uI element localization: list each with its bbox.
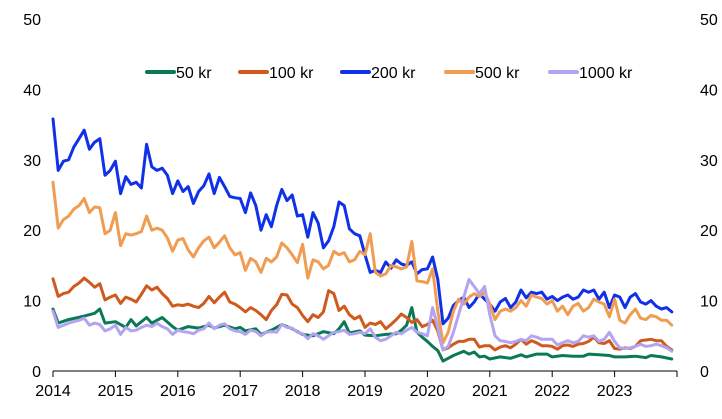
series-line-500-kr (51, 180, 674, 345)
legend-label-500-kr: 500 kr (475, 65, 520, 82)
y-tick-label-left: 50 (23, 12, 41, 29)
x-tick-label: 2019 (347, 383, 383, 400)
x-tick-label: 2017 (222, 383, 258, 400)
legend-label-100-kr: 100 kr (269, 65, 314, 82)
y-tick-label-left: 20 (23, 223, 41, 240)
y-tick-label-right: 10 (700, 294, 718, 311)
x-tick-label: 2015 (98, 383, 134, 400)
series-lines (51, 117, 674, 363)
x-tick-label: 2018 (285, 383, 321, 400)
x-tick-label: 2014 (35, 383, 71, 400)
y-tick-label-right: 0 (700, 364, 709, 381)
series-line-200-kr (51, 117, 674, 326)
y-tick-label-right: 20 (700, 223, 718, 240)
x-tick-label: 2023 (597, 383, 633, 400)
series-line-1000-kr (51, 278, 674, 353)
legend-label-1000-kr: 1000 kr (579, 65, 633, 82)
x-tick-label: 2016 (160, 383, 196, 400)
y-tick-label-right: 30 (700, 153, 718, 170)
y-tick-label-left: 10 (23, 294, 41, 311)
legend-label-200-kr: 200 kr (371, 65, 416, 82)
y-tick-label-left: 30 (23, 153, 41, 170)
legend: 50 kr 100 kr 200 kr 500 kr 1000 kr (145, 65, 633, 82)
x-tick-label: 2021 (472, 383, 508, 400)
x-tick-label: 2020 (410, 383, 446, 400)
y-tick-label-left: 0 (32, 364, 41, 381)
y-tick-label-right: 40 (700, 82, 718, 99)
x-tick-label: 2022 (534, 383, 570, 400)
series-line-50-kr (51, 306, 674, 363)
legend-label-50-kr: 50 kr (176, 65, 212, 82)
y-tick-label-right: 50 (700, 12, 718, 29)
series-line-100-kr (51, 276, 674, 352)
y-tick-label-left: 40 (23, 82, 41, 99)
